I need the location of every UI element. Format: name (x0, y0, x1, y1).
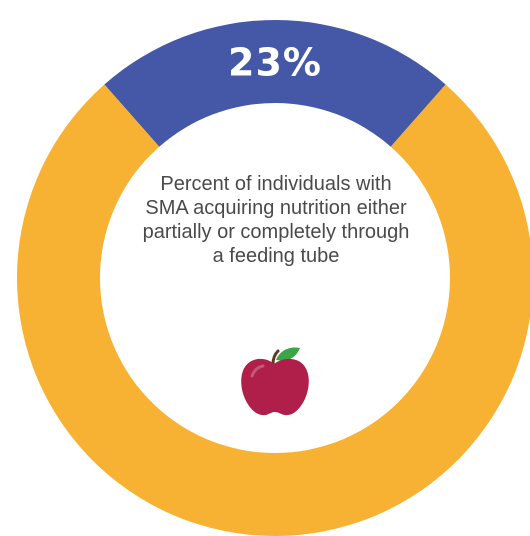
apple-leaf (276, 347, 300, 361)
apple-stem (271, 349, 280, 366)
apple-highlight (250, 364, 265, 378)
donut-slices (17, 20, 530, 536)
apple-body (241, 358, 309, 416)
donut-slice-0 (104, 20, 446, 147)
donut-labels: 23% (228, 41, 322, 85)
apple-icon (241, 347, 309, 416)
center-caption: Percent of individuals with SMA acquirin… (142, 173, 410, 267)
slice-label-0: 23% (228, 41, 322, 85)
donut-slice-1 (17, 84, 530, 536)
